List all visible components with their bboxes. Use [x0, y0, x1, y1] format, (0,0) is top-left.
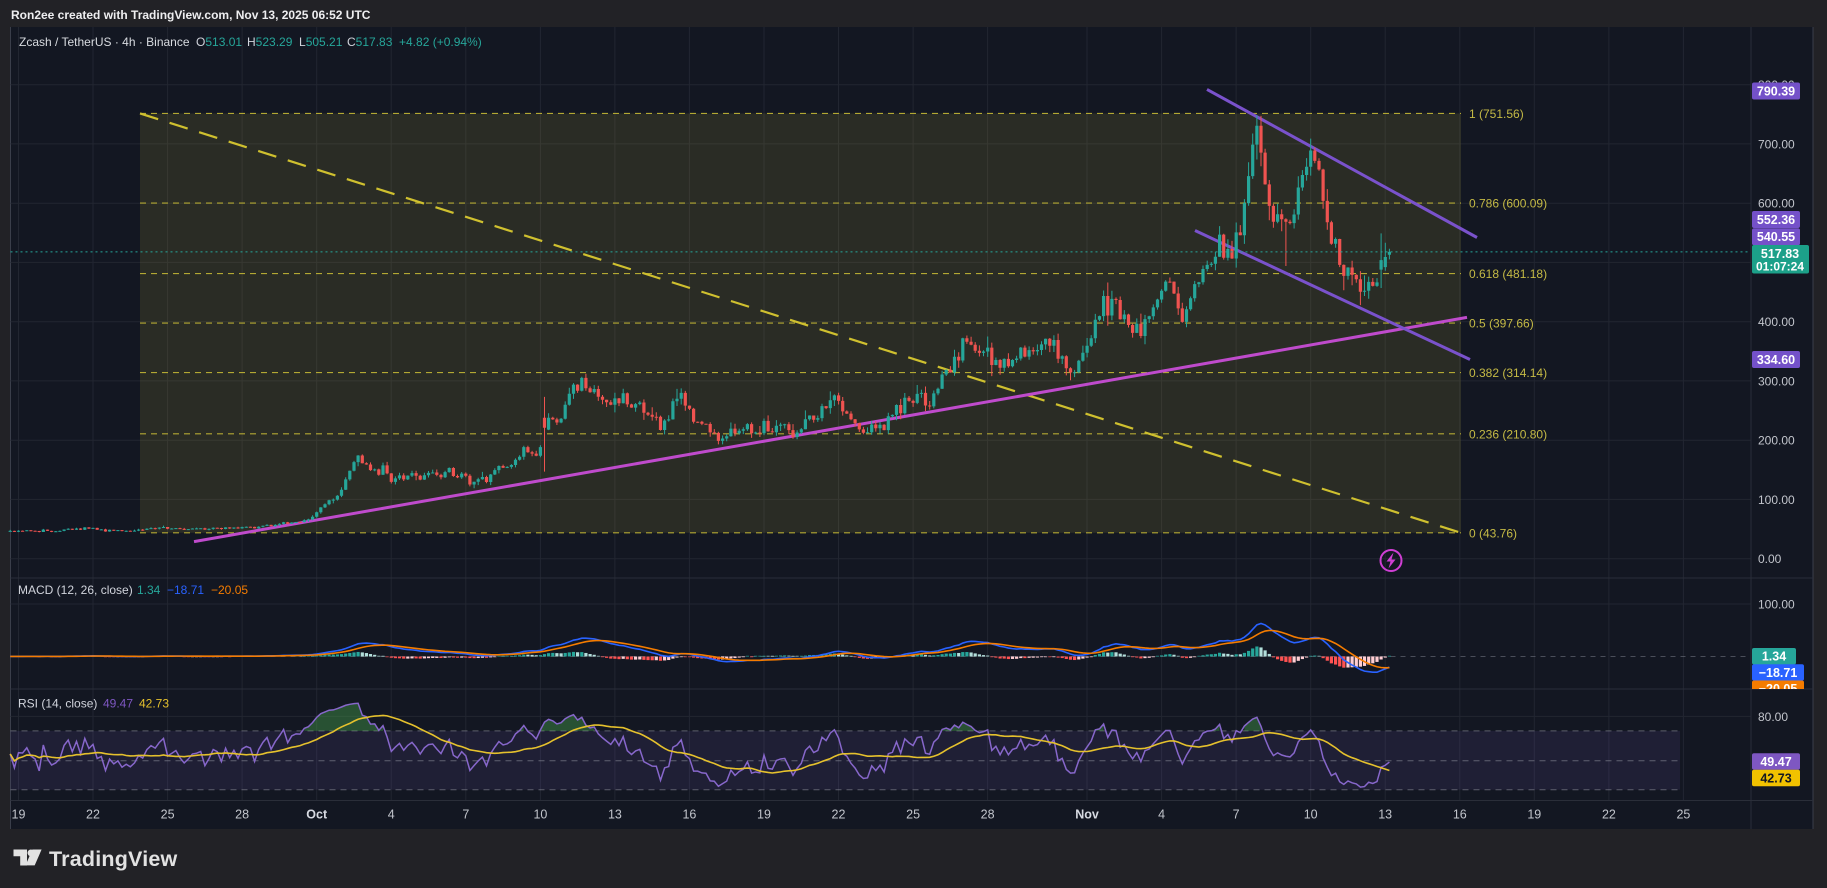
svg-text:42.73: 42.73 — [139, 697, 169, 711]
svg-text:19: 19 — [757, 808, 771, 822]
svg-text:0 (43.76): 0 (43.76) — [1469, 526, 1517, 540]
svg-text:0.00: 0.00 — [1758, 552, 1782, 566]
svg-text:0.236 (210.80): 0.236 (210.80) — [1469, 427, 1547, 441]
svg-text:400.00: 400.00 — [1758, 315, 1795, 329]
svg-text:10: 10 — [533, 808, 547, 822]
svg-text:−20.05: −20.05 — [1759, 682, 1798, 696]
svg-text:Ron2ee created with TradingVie: Ron2ee created with TradingView.com, Nov… — [11, 8, 371, 22]
svg-text:0.618 (481.18): 0.618 (481.18) — [1469, 267, 1547, 281]
svg-text:7: 7 — [1233, 808, 1240, 822]
svg-text:0.382 (314.14): 0.382 (314.14) — [1469, 366, 1547, 380]
svg-text:01:07:24: 01:07:24 — [1756, 260, 1804, 274]
svg-text:517.83: 517.83 — [1761, 247, 1799, 261]
svg-text:−20.05: −20.05 — [211, 583, 248, 597]
svg-text:19: 19 — [1527, 808, 1541, 822]
svg-text:4: 4 — [1158, 808, 1165, 822]
svg-text:42.73: 42.73 — [1760, 771, 1791, 785]
svg-text:Oct: Oct — [306, 808, 328, 822]
svg-text:−18.71: −18.71 — [1759, 666, 1798, 680]
svg-text:0.786 (600.09): 0.786 (600.09) — [1469, 197, 1547, 211]
svg-text:Zcash / TetherUS · 4h · Binanc: Zcash / TetherUS · 4h · Binance — [19, 35, 190, 49]
svg-text:MACD (12, 26, close): MACD (12, 26, close) — [18, 583, 133, 597]
svg-text:13: 13 — [1378, 808, 1392, 822]
svg-text:TradingView: TradingView — [49, 847, 178, 871]
svg-text:1.34: 1.34 — [1762, 650, 1786, 664]
svg-text:25: 25 — [161, 808, 175, 822]
svg-text:22: 22 — [86, 808, 100, 822]
svg-text:16: 16 — [1453, 808, 1467, 822]
svg-text:80.00: 80.00 — [1758, 710, 1788, 724]
svg-text:O513.01: O513.01 — [196, 35, 242, 49]
svg-text:16: 16 — [682, 808, 696, 822]
svg-text:22: 22 — [1602, 808, 1616, 822]
svg-text:700.00: 700.00 — [1758, 137, 1795, 151]
svg-text:28: 28 — [981, 808, 995, 822]
svg-text:1.34: 1.34 — [137, 583, 161, 597]
svg-text:49.47: 49.47 — [1760, 755, 1791, 769]
svg-text:790.39: 790.39 — [1757, 84, 1795, 98]
svg-text:25: 25 — [1676, 808, 1690, 822]
svg-text:19: 19 — [12, 808, 26, 822]
svg-text:H523.29: H523.29 — [247, 35, 293, 49]
svg-text:+4.82 (+0.94%): +4.82 (+0.94%) — [399, 35, 482, 49]
svg-text:28: 28 — [235, 808, 249, 822]
svg-text:C517.83: C517.83 — [347, 35, 393, 49]
svg-text:1 (751.56): 1 (751.56) — [1469, 107, 1524, 121]
svg-text:10: 10 — [1304, 808, 1318, 822]
svg-text:22: 22 — [832, 808, 846, 822]
svg-text:49.47: 49.47 — [103, 697, 133, 711]
svg-text:L505.21: L505.21 — [299, 35, 343, 49]
svg-text:200.00: 200.00 — [1758, 434, 1795, 448]
svg-text:13: 13 — [608, 808, 622, 822]
svg-text:334.60: 334.60 — [1757, 353, 1795, 367]
svg-text:100.00: 100.00 — [1758, 493, 1795, 507]
svg-text:300.00: 300.00 — [1758, 374, 1795, 388]
svg-text:600.00: 600.00 — [1758, 197, 1795, 211]
svg-text:−18.71: −18.71 — [167, 583, 204, 597]
svg-text:552.36: 552.36 — [1757, 213, 1795, 227]
svg-text:7: 7 — [462, 808, 469, 822]
svg-text:Nov: Nov — [1075, 808, 1099, 822]
svg-text:540.55: 540.55 — [1757, 230, 1795, 244]
svg-text:25: 25 — [906, 808, 920, 822]
svg-text:0.5 (397.66): 0.5 (397.66) — [1469, 317, 1534, 331]
svg-text:RSI (14, close): RSI (14, close) — [18, 697, 97, 711]
svg-text:100.00: 100.00 — [1758, 598, 1795, 612]
svg-text:4: 4 — [388, 808, 395, 822]
